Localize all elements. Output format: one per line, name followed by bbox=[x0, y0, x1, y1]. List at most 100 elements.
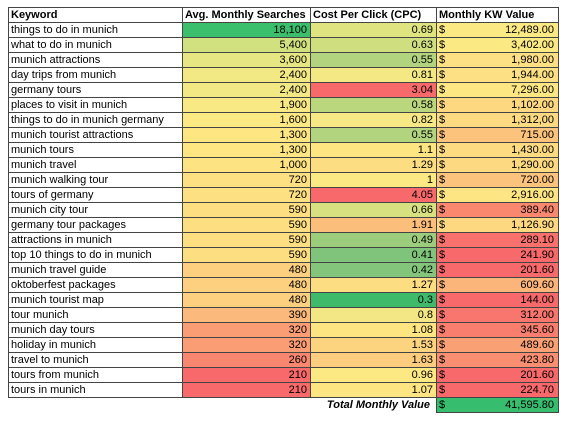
keyword-cell[interactable]: things to do in munich bbox=[8, 22, 183, 38]
keyword-cell[interactable]: day trips from munich bbox=[8, 67, 183, 83]
cpc-cell[interactable]: 1.29 bbox=[310, 157, 437, 173]
total-currency[interactable]: $ bbox=[436, 397, 449, 413]
header-cpc[interactable]: Cost Per Click (CPC) bbox=[310, 7, 437, 23]
cpc-cell[interactable]: 0.69 bbox=[310, 22, 437, 38]
currency-cell[interactable]: $ bbox=[436, 277, 449, 293]
currency-cell[interactable]: $ bbox=[436, 367, 449, 383]
searches-cell[interactable]: 720 bbox=[182, 172, 311, 188]
value-cell[interactable]: 715.00 bbox=[448, 127, 559, 143]
keyword-cell[interactable]: munich walking tour bbox=[8, 172, 183, 188]
cpc-cell[interactable]: 0.81 bbox=[310, 67, 437, 83]
value-cell[interactable]: 144.00 bbox=[448, 292, 559, 308]
value-cell[interactable]: 1,944.00 bbox=[448, 67, 559, 83]
value-cell[interactable]: 224.70 bbox=[448, 382, 559, 398]
cpc-cell[interactable]: 0.41 bbox=[310, 247, 437, 263]
currency-cell[interactable]: $ bbox=[436, 337, 449, 353]
currency-cell[interactable]: $ bbox=[436, 322, 449, 338]
searches-cell[interactable]: 590 bbox=[182, 247, 311, 263]
cpc-cell[interactable]: 1.07 bbox=[310, 382, 437, 398]
value-cell[interactable]: 3,402.00 bbox=[448, 37, 559, 53]
keyword-cell[interactable]: munich attractions bbox=[8, 52, 183, 68]
keyword-cell[interactable]: munich tours bbox=[8, 142, 183, 158]
value-cell[interactable]: 7,296.00 bbox=[448, 82, 559, 98]
keyword-cell[interactable]: munich travel bbox=[8, 157, 183, 173]
currency-cell[interactable]: $ bbox=[436, 82, 449, 98]
value-cell[interactable]: 489.60 bbox=[448, 337, 559, 353]
cpc-cell[interactable]: 1.53 bbox=[310, 337, 437, 353]
value-cell[interactable]: 312.00 bbox=[448, 307, 559, 323]
cpc-cell[interactable]: 0.42 bbox=[310, 262, 437, 278]
value-cell[interactable]: 389.40 bbox=[448, 202, 559, 218]
searches-cell[interactable]: 1,300 bbox=[182, 142, 311, 158]
keyword-cell[interactable]: munich travel guide bbox=[8, 262, 183, 278]
currency-cell[interactable]: $ bbox=[436, 217, 449, 233]
value-cell[interactable]: 1,312,00 bbox=[448, 112, 559, 128]
currency-cell[interactable]: $ bbox=[436, 67, 449, 83]
currency-cell[interactable]: $ bbox=[436, 52, 449, 68]
keyword-cell[interactable]: germany tour packages bbox=[8, 217, 183, 233]
currency-cell[interactable]: $ bbox=[436, 142, 449, 158]
cpc-cell[interactable]: 0.66 bbox=[310, 202, 437, 218]
total-value[interactable]: 41,595.80 bbox=[448, 397, 559, 413]
keyword-cell[interactable]: attractions in munich bbox=[8, 232, 183, 248]
value-cell[interactable]: 289.10 bbox=[448, 232, 559, 248]
value-cell[interactable]: 345.60 bbox=[448, 322, 559, 338]
searches-cell[interactable]: 210 bbox=[182, 382, 311, 398]
cpc-cell[interactable]: 0.8 bbox=[310, 307, 437, 323]
cpc-cell[interactable]: 1.91 bbox=[310, 217, 437, 233]
searches-cell[interactable]: 590 bbox=[182, 202, 311, 218]
currency-cell[interactable]: $ bbox=[436, 97, 449, 113]
header-searches[interactable]: Avg. Monthly Searches bbox=[182, 7, 311, 23]
searches-cell[interactable]: 3,600 bbox=[182, 52, 311, 68]
keyword-cell[interactable]: holiday in munich bbox=[8, 337, 183, 353]
value-cell[interactable]: 423.80 bbox=[448, 352, 559, 368]
searches-cell[interactable]: 210 bbox=[182, 367, 311, 383]
currency-cell[interactable]: $ bbox=[436, 247, 449, 263]
currency-cell[interactable]: $ bbox=[436, 202, 449, 218]
cpc-cell[interactable]: 0.55 bbox=[310, 52, 437, 68]
searches-cell[interactable]: 390 bbox=[182, 307, 311, 323]
header-keyword[interactable]: Keyword bbox=[8, 7, 183, 23]
keyword-cell[interactable]: munich tourist map bbox=[8, 292, 183, 308]
cpc-cell[interactable]: 1.27 bbox=[310, 277, 437, 293]
searches-cell[interactable]: 5,400 bbox=[182, 37, 311, 53]
currency-cell[interactable]: $ bbox=[436, 112, 449, 128]
searches-cell[interactable]: 480 bbox=[182, 262, 311, 278]
cpc-cell[interactable]: 1.08 bbox=[310, 322, 437, 338]
value-cell[interactable]: 12,489.00 bbox=[448, 22, 559, 38]
searches-cell[interactable]: 1,300 bbox=[182, 127, 311, 143]
value-cell[interactable]: 201.60 bbox=[448, 262, 559, 278]
keyword-cell[interactable]: tour munich bbox=[8, 307, 183, 323]
cpc-cell[interactable]: 0.82 bbox=[310, 112, 437, 128]
currency-cell[interactable]: $ bbox=[436, 157, 449, 173]
cpc-cell[interactable]: 4.05 bbox=[310, 187, 437, 203]
currency-cell[interactable]: $ bbox=[436, 352, 449, 368]
cpc-cell[interactable]: 1.1 bbox=[310, 142, 437, 158]
value-cell[interactable]: 201.60 bbox=[448, 367, 559, 383]
searches-cell[interactable]: 1,000 bbox=[182, 157, 311, 173]
keyword-cell[interactable]: oktoberfest packages bbox=[8, 277, 183, 293]
currency-cell[interactable]: $ bbox=[436, 127, 449, 143]
searches-cell[interactable]: 720 bbox=[182, 187, 311, 203]
keyword-cell[interactable]: places to visit in munich bbox=[8, 97, 183, 113]
currency-cell[interactable]: $ bbox=[436, 22, 449, 38]
cpc-cell[interactable]: 1 bbox=[310, 172, 437, 188]
header-value[interactable]: Monthly KW Value bbox=[436, 7, 559, 23]
currency-cell[interactable]: $ bbox=[436, 292, 449, 308]
value-cell[interactable]: 1,126.90 bbox=[448, 217, 559, 233]
cpc-cell[interactable]: 0.55 bbox=[310, 127, 437, 143]
keyword-cell[interactable]: tours of germany bbox=[8, 187, 183, 203]
cpc-cell[interactable]: 0.63 bbox=[310, 37, 437, 53]
searches-cell[interactable]: 480 bbox=[182, 292, 311, 308]
value-cell[interactable]: 720.00 bbox=[448, 172, 559, 188]
currency-cell[interactable]: $ bbox=[436, 232, 449, 248]
cpc-cell[interactable]: 3.04 bbox=[310, 82, 437, 98]
currency-cell[interactable]: $ bbox=[436, 307, 449, 323]
searches-cell[interactable]: 590 bbox=[182, 232, 311, 248]
keyword-cell[interactable]: top 10 things to do in munich bbox=[8, 247, 183, 263]
cpc-cell[interactable]: 0.96 bbox=[310, 367, 437, 383]
searches-cell[interactable]: 320 bbox=[182, 322, 311, 338]
cpc-cell[interactable]: 0.3 bbox=[310, 292, 437, 308]
value-cell[interactable]: 2,916.00 bbox=[448, 187, 559, 203]
value-cell[interactable]: 1,102.00 bbox=[448, 97, 559, 113]
